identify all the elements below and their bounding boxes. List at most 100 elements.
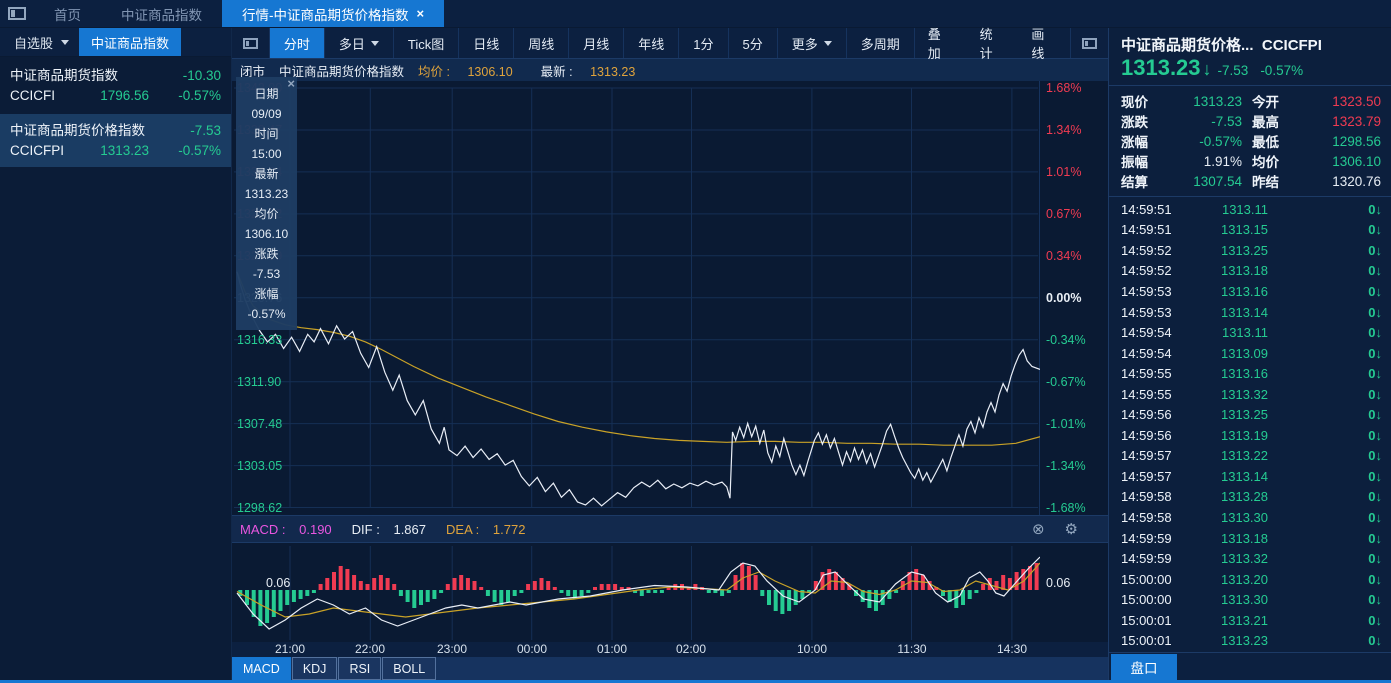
trade-time: 14:59:51 [1121, 201, 1172, 217]
trade-time: 14:59:52 [1121, 242, 1172, 258]
trade-row[interactable]: 14:59:55 1313.16 0↓ [1121, 363, 1382, 384]
trade-time: 15:00:01 [1121, 612, 1172, 628]
layout-panel-toggle[interactable] [1070, 28, 1108, 58]
time-axis-label: 23:00 [436, 642, 468, 656]
tooltip-value: 1306.10 [244, 227, 289, 241]
divider [1109, 85, 1391, 86]
toolbar-button-年线[interactable]: 年线 [624, 28, 680, 58]
trade-row[interactable]: 14:59:57 1313.22 0↓ [1121, 446, 1382, 467]
tab-close-icon[interactable]: × [416, 6, 425, 21]
trade-row[interactable]: 14:59:52 1313.18 0↓ [1121, 261, 1382, 282]
toolbar-button-多周期[interactable]: 多周期 [847, 28, 915, 58]
top-tab-label: 中证商品指数 [121, 7, 202, 23]
toolbar-button-分时[interactable]: 分时 [269, 28, 325, 58]
bottom-accent-strip [0, 680, 1391, 683]
trade-row[interactable]: 14:59:51 1313.15 0↓ [1121, 220, 1382, 241]
quote-field-value: -0.57% [1199, 133, 1242, 149]
intraday-chart[interactable]: 1342.901338.471334.041329.621325.191320.… [232, 77, 1108, 515]
watchlist-item[interactable]: 中证商品期货价格指数 -7.53 CCICFPI 1313.23 -0.57% [0, 114, 231, 167]
pankou-button[interactable]: 盘口 [1111, 653, 1177, 680]
trade-row[interactable]: 14:59:59 1313.18 0↓ [1121, 528, 1382, 549]
avg-price-readout: 均价 : 1306.10 [418, 64, 513, 79]
divider [1109, 196, 1391, 197]
percent-axis-label: 0.00% [1046, 290, 1082, 305]
indicator-tab-KDJ[interactable]: KDJ [291, 657, 338, 680]
trade-row[interactable]: 14:59:58 1313.30 0↓ [1121, 507, 1382, 528]
toolbar-button-日线[interactable]: 日线 [459, 28, 515, 58]
tooltip-close-icon[interactable]: × [287, 76, 295, 91]
trade-volume: 0↓ [1368, 551, 1382, 567]
quote-field-label: 最低 [1252, 135, 1279, 150]
trade-row[interactable]: 14:59:58 1313.28 0↓ [1121, 487, 1382, 508]
toolbar-button-5分[interactable]: 5分 [729, 28, 778, 58]
instrument-code: CCICFPI [10, 143, 64, 158]
trade-time: 14:59:59 [1121, 551, 1172, 567]
toolbar-button-画线[interactable]: 画线 [1031, 27, 1045, 61]
trade-row[interactable]: 14:59:51 1313.11 0↓ [1121, 199, 1382, 220]
trade-row[interactable]: 14:59:53 1313.14 0↓ [1121, 302, 1382, 323]
watchlist-item[interactable]: 中证商品期货指数 -10.30 CCICFI 1796.56 -0.57% [0, 59, 231, 112]
top-tab-首页[interactable]: 首页 [34, 0, 101, 27]
trade-row[interactable]: 14:59:53 1313.16 0↓ [1121, 281, 1382, 302]
quote-field-label: 振幅 [1121, 155, 1148, 170]
time-axis-label: 21:00 [274, 642, 306, 656]
trade-row[interactable]: 15:00:01 1313.23 0↓ [1121, 630, 1382, 651]
trade-volume: 0↓ [1368, 448, 1382, 464]
trade-row[interactable]: 15:00:00 1313.20 0↓ [1121, 569, 1382, 590]
percent-axis-label: 1.34% [1046, 122, 1082, 137]
percent-axis-label: 1.01% [1046, 164, 1082, 179]
time-axis-label: 14:30 [996, 642, 1028, 656]
trade-time: 14:59:57 [1121, 448, 1172, 464]
indicator-close-icon[interactable]: ⊗ [1031, 521, 1045, 538]
watchlist-group-dropdown[interactable]: 自选股 [0, 28, 79, 56]
toolbar-button-月线[interactable]: 月线 [569, 28, 625, 58]
trade-row[interactable]: 14:59:55 1313.32 0↓ [1121, 384, 1382, 405]
quote-field-value: -7.53 [1211, 113, 1242, 129]
indicator-tab-BOLL[interactable]: BOLL [382, 657, 437, 680]
trade-price: 1313.11 [1221, 201, 1268, 217]
quote-field-label: 涨跌 [1121, 115, 1148, 130]
trade-row[interactable]: 15:00:01 1313.21 0↓ [1121, 610, 1382, 631]
trade-row[interactable]: 14:59:56 1313.19 0↓ [1121, 425, 1382, 446]
price-plot[interactable] [232, 81, 1040, 515]
toolbar-button-周线[interactable]: 周线 [514, 28, 570, 58]
watchlist-group-tab[interactable]: 中证商品指数 [79, 28, 182, 56]
trade-row[interactable]: 14:59:54 1313.09 0↓ [1121, 343, 1382, 364]
indicator-tab-RSI[interactable]: RSI [338, 657, 382, 680]
top-tab-中证商品指数[interactable]: 中证商品指数 [101, 0, 222, 27]
percent-axis-label: 1.68% [1046, 81, 1082, 95]
chart-panel-toggle[interactable] [232, 28, 270, 58]
trade-volume: 0↓ [1368, 489, 1382, 505]
toolbar-button-多日[interactable]: 多日 [325, 28, 394, 58]
top-tab-行情-中证商品期货价格指数[interactable]: 行情-中证商品期货价格指数 × [222, 0, 445, 27]
indicator-tab-MACD[interactable]: MACD [232, 657, 291, 680]
trade-price: 1313.14 [1221, 304, 1268, 320]
trade-row[interactable]: 14:59:54 1313.11 0↓ [1121, 322, 1382, 343]
quote-field-value: 1313.23 [1193, 93, 1242, 109]
toolbar-button-Tick图[interactable]: Tick图 [394, 28, 460, 58]
macd-plot[interactable]: 0.06 0.06 [232, 544, 1108, 642]
time-axis-label: 22:00 [354, 642, 386, 656]
toolbar-button-更多[interactable]: 更多 [778, 28, 847, 58]
watchlist-item-row1: 中证商品期货指数 -10.30 [10, 66, 221, 86]
trade-price: 1313.22 [1221, 448, 1268, 464]
trade-row[interactable]: 14:59:57 1313.14 0↓ [1121, 466, 1382, 487]
trade-row[interactable]: 14:59:59 1313.32 0↓ [1121, 548, 1382, 569]
trade-row[interactable]: 14:59:52 1313.25 0↓ [1121, 240, 1382, 261]
quote-field-value: 1323.79 [1332, 113, 1381, 129]
last-price: 1313.23 [1121, 55, 1201, 80]
instrument-name: 中证商品期货价格指数 [10, 123, 145, 138]
price-axis-label: 1307.48 [237, 416, 283, 431]
window-panel-toggle[interactable] [0, 0, 34, 27]
trade-price: 1313.28 [1221, 489, 1268, 505]
toolbar-button-叠加[interactable]: 叠加 [927, 27, 941, 61]
time-and-sales-list[interactable]: 14:59:51 1313.11 0↓ 14:59:51 1313.15 0↓ 14:59:… [1109, 197, 1391, 651]
toolbar-button-1分[interactable]: 1分 [679, 28, 729, 58]
trade-volume: 0↓ [1368, 222, 1382, 238]
trade-row[interactable]: 14:59:56 1313.25 0↓ [1121, 404, 1382, 425]
trade-row[interactable]: 15:00:00 1313.30 0↓ [1121, 589, 1382, 610]
indicator-settings-icon[interactable]: ⚙ [1064, 521, 1078, 538]
toolbar-button-统计[interactable]: 统计 [979, 27, 993, 61]
trade-price: 1313.16 [1221, 366, 1268, 382]
